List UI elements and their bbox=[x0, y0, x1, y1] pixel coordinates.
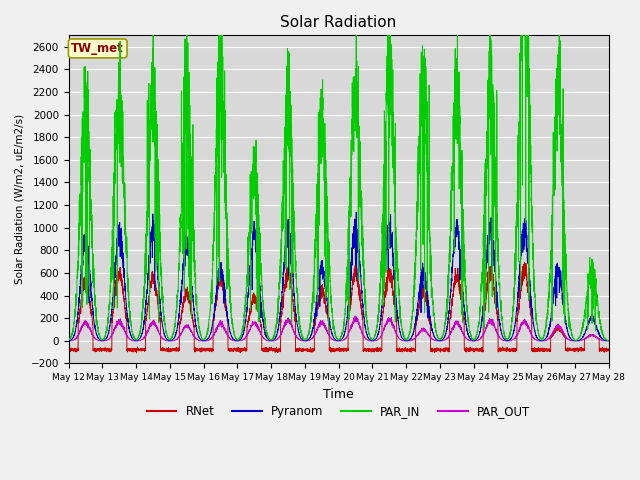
Line: PAR_IN: PAR_IN bbox=[68, 0, 609, 341]
X-axis label: Time: Time bbox=[323, 388, 354, 401]
PAR_OUT bbox=[388, 315, 396, 321]
RNet bbox=[521, 260, 529, 265]
RNet bbox=[605, 348, 612, 354]
Line: RNet: RNet bbox=[68, 263, 609, 353]
RNet bbox=[65, 347, 72, 353]
PAR_OUT bbox=[605, 338, 612, 344]
Pyranom bbox=[353, 209, 360, 215]
PAR_IN bbox=[358, 235, 366, 240]
RNet bbox=[359, 313, 367, 319]
PAR_OUT bbox=[359, 330, 367, 336]
PAR_OUT bbox=[527, 331, 535, 336]
Pyranom bbox=[359, 300, 367, 306]
RNet bbox=[388, 277, 396, 283]
PAR_IN bbox=[571, 338, 579, 344]
RNet bbox=[132, 350, 140, 356]
Pyranom bbox=[527, 300, 535, 306]
Text: TW_met: TW_met bbox=[71, 42, 124, 55]
Y-axis label: Solar Radiation (W/m2, uE/m2/s): Solar Radiation (W/m2, uE/m2/s) bbox=[15, 114, 25, 285]
PAR_IN bbox=[513, 208, 521, 214]
PAR_IN bbox=[177, 212, 184, 217]
PAR_OUT bbox=[351, 313, 359, 319]
Line: PAR_OUT: PAR_OUT bbox=[68, 316, 609, 341]
RNet bbox=[527, 314, 535, 320]
Pyranom bbox=[487, 220, 495, 226]
Pyranom bbox=[605, 338, 612, 344]
Pyranom bbox=[65, 338, 72, 344]
Line: Pyranom: Pyranom bbox=[68, 212, 609, 341]
PAR_IN bbox=[388, 85, 396, 91]
PAR_OUT bbox=[65, 338, 72, 344]
PAR_OUT bbox=[487, 319, 495, 325]
PAR_IN bbox=[605, 338, 612, 344]
Pyranom bbox=[388, 236, 396, 241]
RNet bbox=[177, 317, 184, 323]
RNet bbox=[513, 318, 521, 324]
Pyranom bbox=[513, 304, 521, 310]
RNet bbox=[487, 268, 495, 274]
PAR_OUT bbox=[177, 331, 184, 337]
Pyranom bbox=[177, 296, 184, 301]
Legend: RNet, Pyranom, PAR_IN, PAR_OUT: RNet, Pyranom, PAR_IN, PAR_OUT bbox=[142, 401, 535, 423]
PAR_OUT bbox=[513, 332, 521, 338]
Title: Solar Radiation: Solar Radiation bbox=[280, 15, 397, 30]
PAR_IN bbox=[527, 178, 535, 184]
PAR_IN bbox=[65, 337, 72, 343]
